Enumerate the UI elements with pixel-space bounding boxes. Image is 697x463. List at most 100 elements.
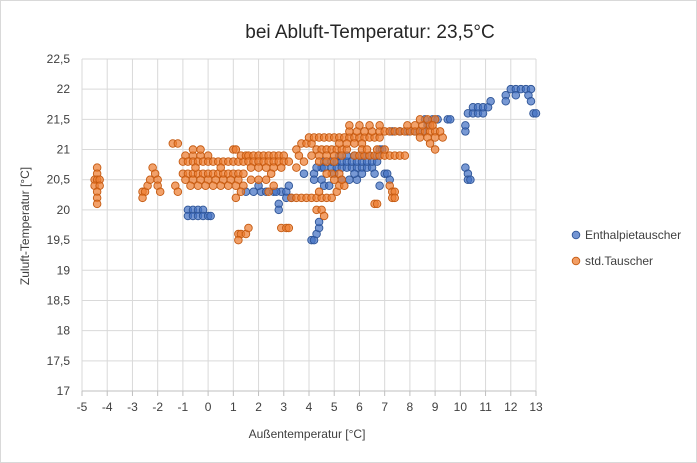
y-tick-label: 21,5 — [47, 112, 71, 126]
x-tick-label: 7 — [381, 400, 388, 414]
x-tick-label: 1 — [230, 400, 237, 414]
y-tick-label: 17 — [57, 384, 71, 398]
data-point — [355, 121, 364, 130]
data-point — [173, 187, 183, 197]
data-point — [196, 145, 205, 154]
x-tick-label: 0 — [205, 400, 212, 414]
data-point — [284, 157, 294, 166]
data-point — [445, 115, 455, 124]
x-tick-label: 9 — [432, 400, 439, 414]
data-point — [403, 121, 412, 130]
x-tick-label: -1 — [178, 400, 189, 414]
data-point — [345, 121, 354, 130]
data-point — [372, 145, 382, 154]
data-point — [284, 223, 294, 233]
data-point — [329, 175, 339, 184]
data-point — [329, 157, 339, 166]
data-point — [365, 121, 374, 130]
data-point — [186, 181, 195, 191]
data-point — [234, 235, 243, 245]
data-point — [337, 175, 347, 184]
data-point — [231, 193, 241, 203]
x-tick-label: -3 — [127, 400, 138, 414]
x-tick-label: 8 — [407, 400, 414, 414]
x-tick-label: 13 — [529, 400, 543, 414]
data-point — [246, 163, 256, 172]
data-point — [350, 169, 359, 178]
data-point — [430, 145, 440, 154]
data-point — [415, 133, 425, 142]
data-point — [264, 187, 273, 197]
data-point — [299, 169, 309, 178]
x-tick-label: 2 — [255, 400, 262, 414]
data-point — [307, 151, 316, 160]
data-point — [261, 175, 271, 184]
data-point — [342, 139, 352, 148]
data-point — [216, 181, 225, 191]
y-tick-label: 19 — [57, 263, 71, 277]
data-point — [400, 151, 410, 160]
legend-item-std-tauscher: std.Tauscher — [571, 254, 653, 268]
x-tick-label: 10 — [454, 400, 468, 414]
data-point — [239, 169, 248, 178]
y-tick-label: 18 — [57, 324, 71, 338]
data-point — [415, 115, 425, 124]
legend: Enthalpietauscher std.Tauscher — [571, 228, 681, 268]
data-point — [314, 217, 324, 227]
data-point — [526, 97, 536, 106]
data-point — [188, 145, 198, 154]
data-point — [375, 181, 384, 191]
data-point — [380, 145, 389, 154]
y-tick-label: 19,5 — [47, 233, 71, 247]
data-point — [309, 175, 319, 184]
data-point — [191, 163, 200, 172]
data-points — [90, 84, 541, 245]
series-0 — [183, 84, 541, 245]
data-point — [511, 90, 521, 100]
data-point — [173, 139, 183, 148]
legend-item-enthalpietauscher: Enthalpietauscher — [571, 228, 681, 242]
data-point — [324, 181, 334, 191]
data-point — [138, 193, 147, 203]
data-point — [208, 181, 218, 191]
data-point — [254, 163, 263, 172]
y-tick-label: 22,5 — [47, 52, 71, 66]
data-point — [244, 223, 253, 233]
y-tick-label: 20,5 — [47, 173, 71, 187]
x-tick-label: 6 — [356, 400, 363, 414]
data-point — [292, 163, 301, 172]
series-1 — [90, 115, 447, 245]
data-point — [370, 169, 379, 178]
x-tick-label: 4 — [306, 400, 313, 414]
data-point — [236, 187, 246, 197]
data-point — [294, 151, 304, 160]
data-point — [216, 163, 225, 172]
data-point — [206, 211, 215, 221]
data-point — [435, 127, 445, 136]
data-point — [362, 145, 372, 154]
data-point — [155, 187, 165, 197]
data-point — [319, 211, 329, 221]
data-point — [531, 109, 541, 118]
y-axis-title: Zuluft-Temperatur [°C] — [18, 167, 32, 285]
data-point — [274, 205, 283, 215]
x-tick-label: 3 — [280, 400, 287, 414]
data-point — [461, 121, 470, 130]
chart-title: bei Abluft-Temperatur: 23,5°C — [245, 22, 494, 43]
data-point — [425, 139, 435, 148]
data-point — [390, 193, 400, 203]
x-axis-title: Außentemperatur [°C] — [249, 427, 366, 441]
y-tick-label: 18,5 — [47, 293, 71, 307]
data-point — [322, 169, 331, 178]
data-point — [501, 97, 510, 106]
y-tick-label: 17,5 — [47, 354, 71, 368]
x-tick-label: 5 — [331, 400, 338, 414]
data-point — [327, 193, 336, 203]
data-point — [201, 181, 210, 191]
data-point — [269, 181, 278, 191]
y-tick-label: 20 — [57, 203, 71, 217]
